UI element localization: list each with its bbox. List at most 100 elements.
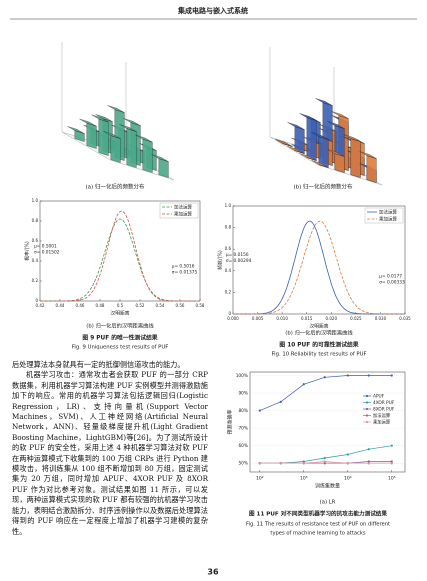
x-tick-label: 0.005 [252,316,264,321]
series-line [259,445,392,464]
body-text: 后处理算法本身就具有一定的抵御侧信道攻击的能力。 机器学习攻击：通常攻击者会获取… [12,360,208,537]
legend-label: 8XOR PUF [373,407,395,413]
y-tick-label: 80% [238,408,248,414]
y-tick-label: 0 [35,298,38,303]
x-tick-label: 10² [256,476,264,482]
bar-3d [151,154,169,178]
x-tick-label: 0.020 [326,316,338,321]
point [323,462,326,465]
x-tick-label: 10⁵ [388,476,396,482]
point [367,374,370,377]
bar-3d [359,151,377,183]
y-tick-label: 0.8 [225,225,232,230]
figure-title-en: Fig. 9 Uniqueness test results of PUF [72,345,169,351]
figure-title-en: types of machine learning to attacks [270,531,365,537]
curve [233,220,405,315]
y-tick-label: 50% [238,461,248,467]
point [346,374,349,377]
bar-3d [287,146,305,154]
figure-title-en: Fig. 10 Reliability test results of PUF [271,352,366,358]
legend-marker [365,401,369,404]
point [346,462,349,465]
point [367,460,370,463]
panel-caption: (b) 归一化后的频数分布 [293,183,353,191]
bar-3d [79,118,97,149]
y-tick-label: 0.8 [32,218,39,223]
point [346,453,349,456]
x-tick-label: 0.44 [56,303,65,308]
x-tick-label: 0.46 [76,303,85,308]
legend-label: 加法运算 [174,204,192,211]
plot-frame [249,371,406,473]
annotation: σ= 0.01375 [172,270,198,276]
x-tick-label: 0.52 [136,303,145,308]
point [367,448,370,451]
x-tick-label: 0.015 [301,316,313,321]
bar-3d [119,124,137,168]
legend-label: 加法运算 [379,209,397,216]
legend-box [364,207,404,224]
panel-caption: (a) LR [320,500,336,506]
x-tick-label: 0.48 [96,303,105,308]
legend-label: APUF [373,394,385,400]
y-tick-label: 1.0 [32,198,39,203]
y-tick-label: 0.6 [225,246,232,251]
annotation: σ= 0.00294 [226,258,252,264]
panel-caption: (a) 归一化后的频数分布 [86,183,145,191]
curve [233,220,405,315]
point [302,460,305,463]
point [367,462,370,465]
bar-3d [67,126,85,142]
paragraph: 后处理算法本身就具有一定的抵御侧信道攻击的能力。 [12,360,185,369]
x-axis-label: 汉明距离 [309,323,328,330]
legend-box [159,202,199,219]
legend-label: 乘加运算 [373,419,391,426]
figure-title: 图 11 PUF 对不同类型机器学习的抗攻击能力测试结果 [249,510,387,518]
legend-label: 乘加运算 [174,211,192,218]
x-tick-label: 0.58 [196,303,205,308]
point [279,462,282,465]
point [323,376,326,379]
bar-3d [327,149,345,173]
x-tick-label: 0.42 [36,303,45,308]
legend-marker [365,420,369,424]
y-tick-label: 90% [238,391,248,397]
legend-label: 乘加运算 [379,216,397,223]
annotation: σ= 0.00333 [379,280,405,286]
point [390,460,393,463]
legend-marker [365,414,369,417]
y-axis-label: 频数/(%) [217,250,224,270]
point [302,462,305,465]
figure-title-en: Fig. 11 The results of resistance test o… [246,522,390,528]
point [390,462,393,465]
x-tick-label: 0.54 [156,303,165,308]
legend-marker [365,394,369,398]
annotation: μ= 0.5016 [172,264,195,270]
y-tick-label: 100% [236,373,248,379]
x-axis-label: 训练集数量 [315,483,340,490]
bar-3d [135,134,153,173]
legend-label: 4XOR PUF [373,400,395,406]
curve [40,210,200,302]
y-tick-label: 0.4 [32,258,39,263]
annotation: σ= 0.01502 [34,250,60,256]
point [279,400,282,403]
annotation: μ= 0.5001 [34,244,57,250]
figure-title: 图 9 PUF 的唯一性测试结果 [82,334,157,342]
y-tick-label: 0 [228,311,231,316]
point [258,409,261,412]
point [323,456,326,460]
x-axis-label: 汉明距离 [110,310,129,317]
x-tick-label: 0.5 [117,303,124,308]
annotation: μ= 0.0156 [226,252,249,258]
y-tick-label: 0.6 [32,238,39,243]
point [390,444,393,447]
figure-title: 图 10 PUF 的可靠性测试结果 [279,341,358,349]
x-tick-label: 10⁴ [344,476,352,482]
x-tick-label: 0.025 [350,316,362,321]
x-tick-label: 0.000 [227,316,239,321]
bar-3d [343,134,361,178]
x-tick-label: 10³ [300,476,308,482]
y-tick-label: 1.0 [225,203,232,208]
